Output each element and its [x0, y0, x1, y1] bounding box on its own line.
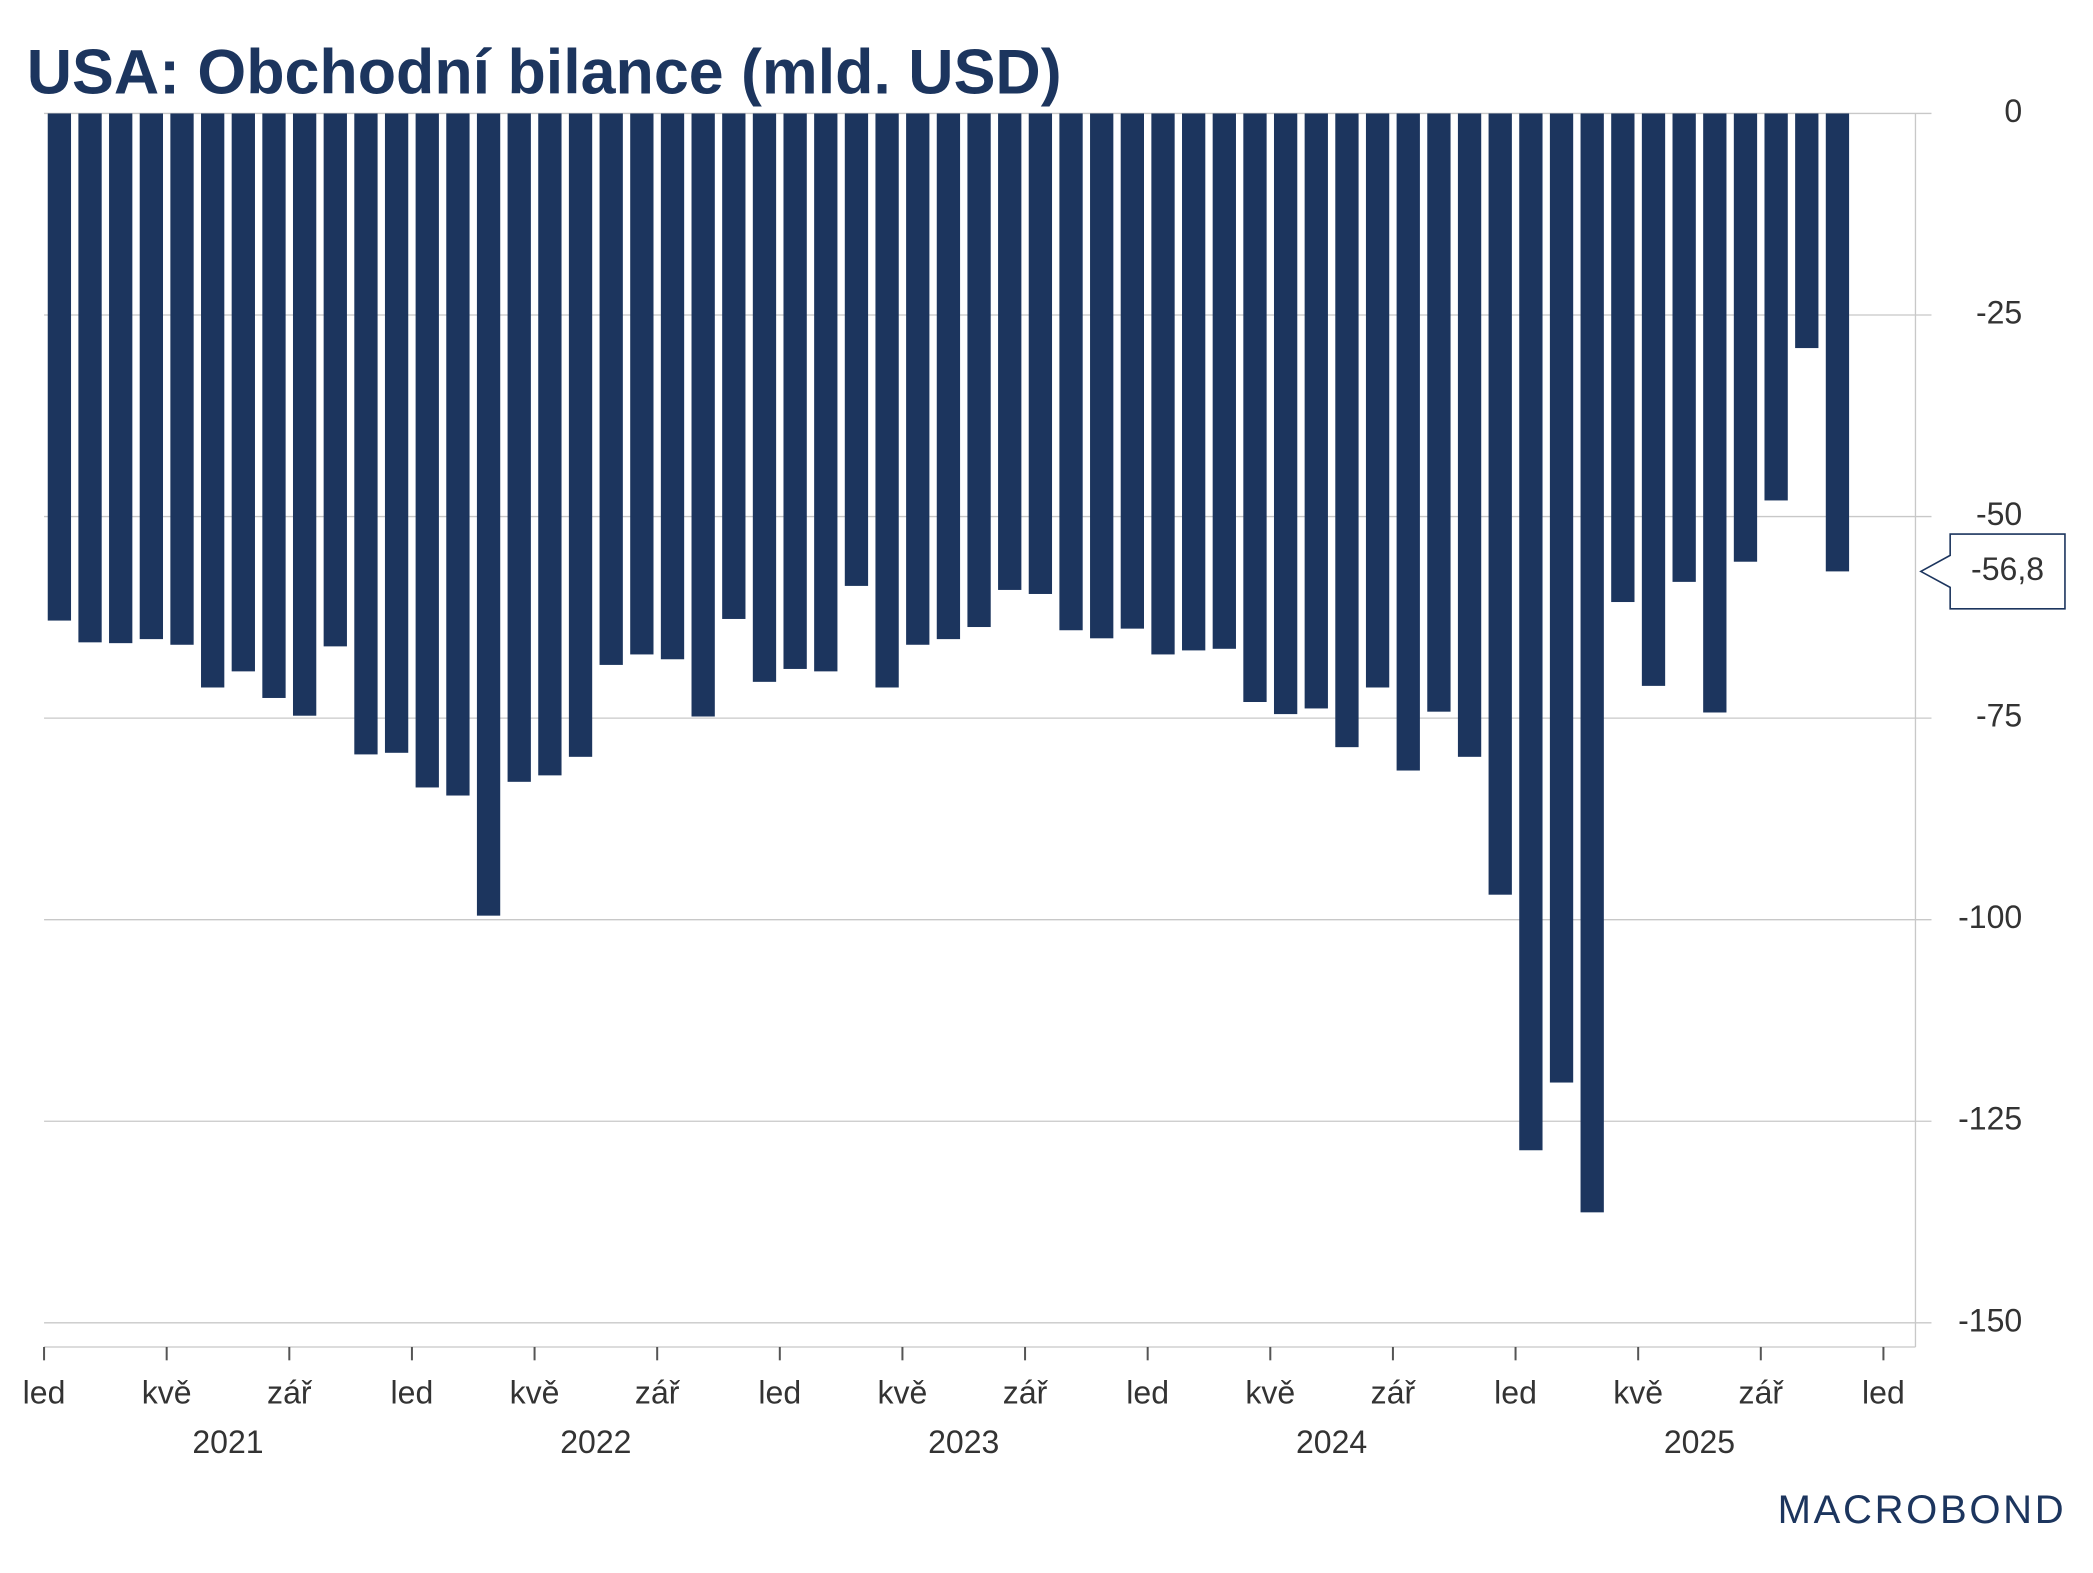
bar	[47, 113, 72, 621]
x-tick-label: kvě	[878, 1375, 928, 1411]
bar	[139, 113, 164, 640]
x-tick-label: led	[1494, 1375, 1537, 1411]
bar	[1243, 113, 1267, 703]
bar	[415, 113, 439, 788]
bar	[1764, 113, 1788, 501]
bar	[292, 113, 317, 716]
bar	[568, 113, 593, 757]
bar	[1488, 113, 1512, 895]
x-tick-label: zář	[635, 1375, 681, 1411]
chart-title: USA: Obchodní bilance (mld. USD)	[27, 37, 1062, 107]
y-tick-label: -150	[1958, 1302, 2022, 1338]
year-label: 2021	[192, 1424, 263, 1460]
x-tick-label: led	[391, 1375, 434, 1411]
bar	[1703, 113, 1727, 713]
bar	[1028, 113, 1053, 594]
bar	[599, 113, 623, 665]
x-tick-label: led	[1126, 1375, 1169, 1411]
bar	[78, 113, 102, 643]
x-tick-label: zář	[1739, 1375, 1785, 1411]
bar	[752, 113, 777, 682]
y-tick-label: -50	[1976, 496, 2022, 532]
bar	[936, 113, 961, 640]
x-tick-label: led	[23, 1375, 66, 1411]
bar	[1273, 113, 1298, 715]
bar	[1335, 113, 1359, 748]
x-tick-label: zář	[267, 1375, 313, 1411]
bar	[660, 113, 685, 660]
bar	[109, 113, 133, 644]
x-tick-label: zář	[1003, 1375, 1049, 1411]
y-tick-label: 0	[2004, 93, 2022, 129]
bar	[1549, 113, 1574, 1083]
year-label: 2024	[1296, 1424, 1367, 1460]
x-tick-label: led	[758, 1375, 801, 1411]
bar	[783, 113, 807, 669]
bar	[1365, 113, 1390, 688]
x-tick-label: zář	[1371, 1375, 1417, 1411]
bar	[1090, 113, 1114, 639]
bar	[691, 113, 715, 717]
y-tick-label: -25	[1976, 294, 2022, 330]
bar	[630, 113, 654, 655]
bar	[1427, 113, 1451, 712]
bar	[538, 113, 562, 776]
bar	[1212, 113, 1236, 649]
x-tick-label: kvě	[142, 1375, 192, 1411]
bar	[1120, 113, 1144, 629]
bar	[1825, 113, 1850, 572]
year-label: 2025	[1664, 1424, 1735, 1460]
bar	[967, 113, 991, 628]
bar	[1182, 113, 1206, 651]
bar	[507, 113, 531, 782]
x-tick-label: led	[1862, 1375, 1905, 1411]
bar	[844, 113, 869, 586]
bar	[1059, 113, 1083, 631]
bar	[906, 113, 930, 645]
value-callout	[1919, 533, 2066, 610]
year-label: 2023	[928, 1424, 999, 1460]
bar	[1396, 113, 1420, 771]
y-tick-label: -125	[1958, 1101, 2022, 1137]
bar	[262, 113, 286, 698]
bar	[201, 113, 225, 688]
bar	[446, 113, 470, 796]
bar	[1580, 113, 1604, 1213]
bar	[1641, 113, 1666, 686]
bar	[998, 113, 1022, 590]
source-logo: MACROBOND	[1778, 1488, 2067, 1532]
bar	[384, 113, 409, 753]
value-label: -56,8	[1971, 551, 2044, 587]
bar	[354, 113, 378, 755]
year-label: 2022	[560, 1424, 631, 1460]
y-tick-label: -100	[1958, 899, 2022, 935]
bar	[1795, 113, 1819, 349]
bar	[722, 113, 746, 619]
bar	[1151, 113, 1175, 655]
y-tick-label: -75	[1976, 698, 2022, 734]
bar	[1733, 113, 1758, 562]
bar	[1672, 113, 1696, 582]
bar	[231, 113, 255, 672]
x-tick-label: kvě	[510, 1375, 560, 1411]
bar	[814, 113, 838, 672]
bar	[1457, 113, 1482, 757]
x-tick-label: kvě	[1613, 1375, 1663, 1411]
bar	[170, 113, 194, 645]
bar	[1611, 113, 1635, 603]
bar	[323, 113, 347, 647]
bar	[1304, 113, 1328, 709]
bar	[476, 113, 501, 916]
x-tick-label: kvě	[1245, 1375, 1295, 1411]
bar	[1519, 113, 1543, 1151]
bar	[875, 113, 899, 688]
